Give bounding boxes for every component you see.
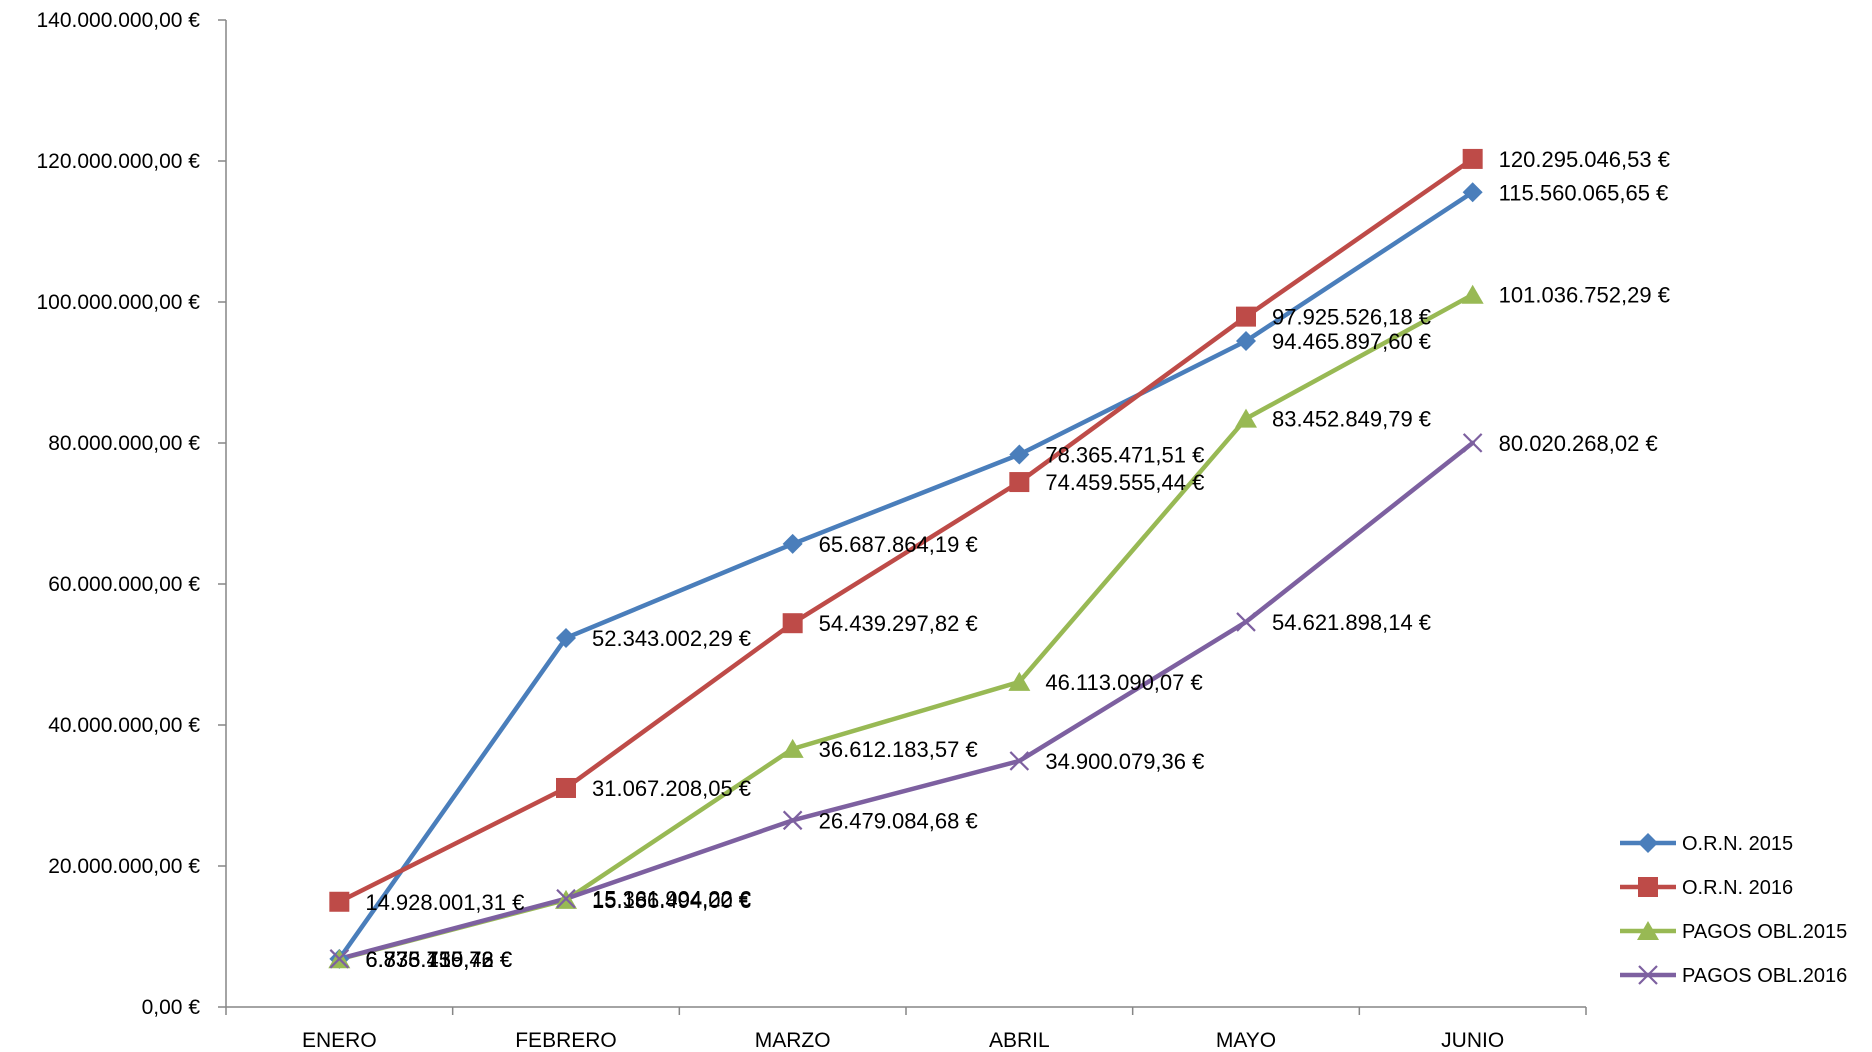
- data-label: 115.560.065,65 €: [1499, 180, 1669, 205]
- series-lines: [337, 156, 1475, 962]
- legend-marker: [1638, 965, 1658, 985]
- data-label: 15.361.904,22 €: [592, 887, 751, 912]
- data-label: 54.439.297,82 €: [819, 611, 978, 636]
- data-label: 101.036.752,29 €: [1499, 283, 1670, 308]
- data-label: 34.900.079,36 €: [1045, 749, 1204, 774]
- data-point: [1236, 612, 1256, 632]
- data-label: 120.295.046,53 €: [1499, 147, 1670, 172]
- data-label: 94.465.897,60 €: [1272, 329, 1431, 354]
- data-point: [1235, 408, 1257, 428]
- data-point: [1462, 182, 1483, 203]
- data-point: [782, 810, 803, 831]
- series-line-1: [337, 190, 1475, 962]
- data-label: 6.835.130,72 €: [365, 947, 512, 972]
- legend-item: PAGOS OBL.2015: [1620, 921, 1847, 943]
- data-point: [1236, 306, 1256, 327]
- data-label: 80.020.268,02 €: [1499, 431, 1658, 456]
- data-label: 65.687.864,19 €: [819, 532, 978, 557]
- y-tick-label: 40.000.000,00 €: [48, 714, 200, 737]
- data-point: [329, 949, 350, 969]
- data-point: [556, 627, 576, 648]
- x-axis-ticks: ENERO FEBRERO MARZO ABRIL MAYO JUNIO: [225, 1007, 1587, 1052]
- y-tick-label: 140.000.000,00 €: [37, 9, 201, 32]
- series-line-4: [337, 440, 1475, 962]
- legend-label: PAGOS OBL.2016: [1682, 965, 1847, 987]
- legend-item: PAGOS OBL.2016: [1620, 965, 1847, 987]
- data-label: 36.612.183,57 €: [819, 737, 978, 762]
- legend-label: O.R.N. 2015: [1682, 833, 1793, 855]
- y-tick-label: 60.000.000,00 €: [48, 573, 200, 596]
- x-tick-label: FEBRERO: [515, 1029, 617, 1052]
- data-label: 6.776.715,76 €: [365, 947, 512, 972]
- y-axis-ticks: 0,00 € 20.000.000,00 € 40.000.000,00 € 60.0…: [37, 9, 226, 1019]
- data-label: 74.459.555,44 €: [1045, 470, 1204, 495]
- data-label: 26.479.084,68 €: [819, 808, 978, 833]
- data-point: [782, 533, 803, 554]
- data-label: 46.113.090,07 €: [1045, 670, 1202, 695]
- legend: O.R.N. 2015 O.R.N. 2016 PAGOS OBL.2015 PAGO…: [1620, 833, 1847, 987]
- data-point: [1461, 284, 1484, 304]
- y-tick-label: 0,00 €: [142, 996, 201, 1019]
- y-tick-label: 120.000.000,00 €: [37, 150, 201, 173]
- data-point: [782, 613, 803, 634]
- x-tick-label: MAYO: [1216, 1029, 1276, 1052]
- data-point: [556, 777, 576, 798]
- y-tick-label: 20.000.000,00 €: [48, 855, 200, 878]
- data-point: [1462, 433, 1483, 453]
- data-point: [1236, 331, 1256, 352]
- legend-item: O.R.N. 2016: [1620, 877, 1793, 899]
- series-line-2: [337, 156, 1475, 905]
- data-label: 83.452.849,79 €: [1272, 407, 1431, 432]
- data-label: 31.067.208,05 €: [592, 776, 751, 801]
- data-point: [1009, 472, 1030, 493]
- data-label: 52.343.002,29 €: [592, 626, 751, 651]
- data-point: [1009, 444, 1030, 465]
- x-tick-label: JUNIO: [1441, 1029, 1504, 1052]
- legend-marker: [1638, 833, 1658, 853]
- x-tick-label: ENERO: [302, 1029, 377, 1052]
- data-label: 78.365.471,51 €: [1045, 443, 1204, 468]
- series-markers: [328, 148, 1484, 969]
- data-label: 97.925.526,18 €: [1272, 305, 1431, 330]
- legend-marker: [1638, 877, 1658, 897]
- y-tick-label: 100.000.000,00 €: [37, 291, 201, 314]
- data-point: [1462, 148, 1483, 169]
- x-tick-label: MARZO: [755, 1029, 831, 1052]
- data-point: [329, 891, 350, 912]
- legend-label: PAGOS OBL.2015: [1682, 921, 1847, 943]
- x-tick-label: ABRIL: [989, 1029, 1050, 1052]
- data-point: [1008, 671, 1031, 691]
- data-labels: 6.833.459,43 € 52.343.002,29 € 65.687.864,…: [365, 147, 1670, 972]
- data-point: [1009, 751, 1030, 771]
- data-label: 15.186.494,00 €: [592, 888, 751, 913]
- legend-item: O.R.N. 2015: [1620, 833, 1793, 855]
- data-point: [556, 888, 576, 909]
- legend-label: O.R.N. 2016: [1682, 877, 1793, 899]
- data-point: [781, 738, 804, 758]
- legend-marker: [1637, 921, 1659, 940]
- data-label: 54.621.898,14 €: [1272, 610, 1431, 635]
- data-label: 6.833.459,43 €: [365, 947, 512, 972]
- data-label: 14.928.001,31 €: [365, 890, 524, 915]
- y-tick-label: 80.000.000,00 €: [48, 432, 200, 455]
